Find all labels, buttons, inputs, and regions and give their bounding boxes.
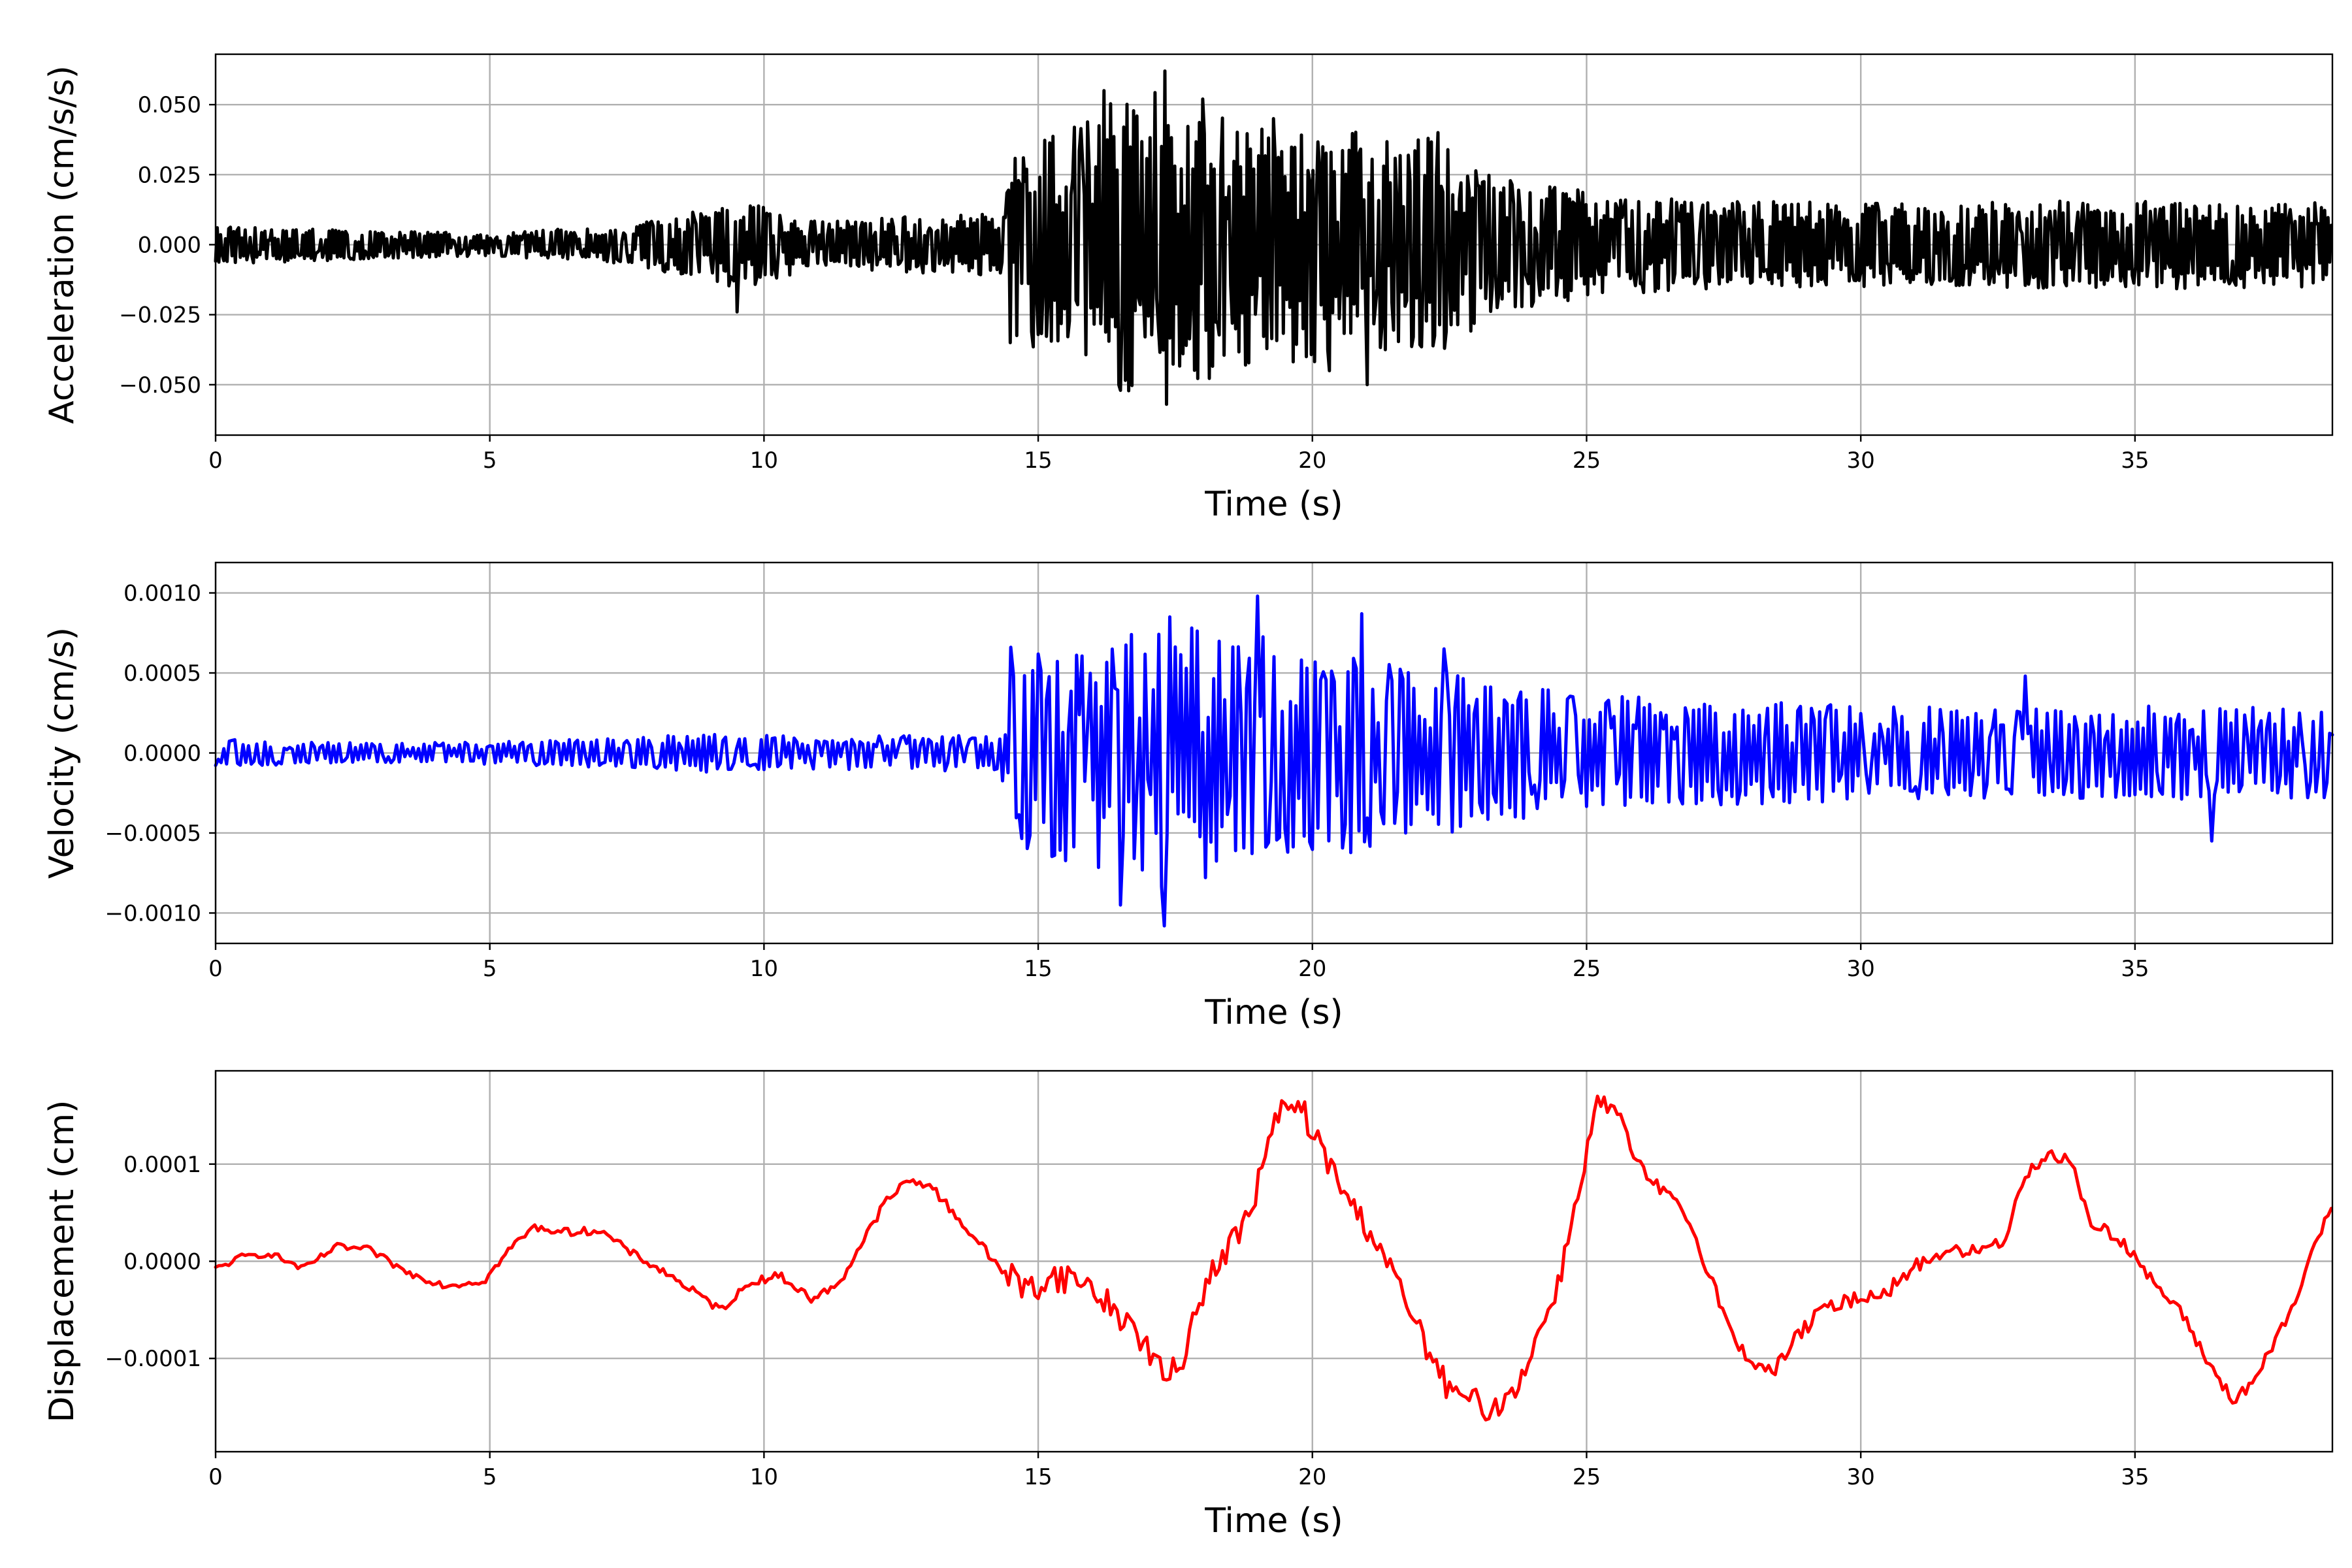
- displacement-panel: 0 5 10 15 20 25 30 35 −0.0001 0.0000 0.0001 Time (…: [42, 1070, 2334, 1541]
- acceleration-y-tick-label: −0.025: [119, 302, 201, 329]
- acceleration-y-tick-label: 0.050: [138, 92, 201, 118]
- displacement-x-tick-label: 5: [483, 1464, 497, 1490]
- velocity-ticks: 0 5 10 15 20 25 30 35 −0.0010 −0.0005 0.0000 0.0005…: [105, 581, 2149, 982]
- velocity-x-tick-label: 15: [1024, 956, 1052, 982]
- acceleration-y-axis-label: Acceleration (cm/s/s): [42, 65, 82, 424]
- velocity-x-tick-label: 10: [750, 956, 778, 982]
- velocity-y-axis-label: Velocity (cm/s): [42, 627, 82, 879]
- velocity-series-line: [214, 594, 2334, 928]
- displacement-grid: [214, 1071, 2332, 1452]
- acceleration-series-line: [214, 69, 2333, 406]
- acceleration-x-tick-label: 35: [2121, 448, 2149, 474]
- displacement-ticks: 0 5 10 15 20 25 30 35 −0.0001 0.0000 0.0001: [105, 1152, 2149, 1490]
- velocity-y-tick-label: 0.0005: [123, 661, 201, 687]
- velocity-x-tick-label: 5: [483, 956, 497, 982]
- velocity-x-axis-label: Time (s): [1204, 993, 1343, 1032]
- velocity-y-tick-label: 0.0000: [123, 741, 201, 767]
- acceleration-x-tick-label: 0: [208, 448, 223, 474]
- acceleration-y-tick-label: 0.000: [138, 233, 201, 259]
- acceleration-x-tick-label: 5: [483, 448, 497, 474]
- velocity-x-tick-label: 20: [1298, 956, 1326, 982]
- velocity-panel: 0 5 10 15 20 25 30 35 −0.0010 −0.0005 0.0000 0.0005…: [42, 561, 2334, 1032]
- displacement-x-tick-label: 25: [1573, 1464, 1601, 1490]
- displacement-series-line: [214, 1094, 2333, 1422]
- displacement-y-tick-label: 0.0000: [123, 1249, 201, 1275]
- acceleration-y-tick-label: −0.050: [119, 372, 201, 399]
- displacement-x-tick-label: 30: [1847, 1464, 1875, 1490]
- displacement-x-tick-label: 15: [1024, 1464, 1052, 1490]
- displacement-y-tick-label: −0.0001: [105, 1346, 201, 1372]
- acceleration-x-tick-label: 20: [1298, 448, 1326, 474]
- displacement-y-axis-label: Displacement (cm): [42, 1100, 82, 1423]
- displacement-y-tick-label: 0.0001: [123, 1152, 201, 1178]
- velocity-y-tick-label: −0.0005: [105, 821, 201, 847]
- displacement-x-tick-label: 35: [2121, 1464, 2149, 1490]
- velocity-x-tick-label: 0: [208, 956, 223, 982]
- velocity-y-tick-label: −0.0010: [105, 900, 201, 926]
- acceleration-ticks: 0 5 10 15 20 25 30 35 −0.050 −0.025 0.000 0.025 0.05…: [119, 92, 2149, 474]
- displacement-x-tick-label: 20: [1298, 1464, 1326, 1490]
- acceleration-x-tick-label: 30: [1847, 448, 1875, 474]
- acceleration-x-tick-label: 10: [750, 448, 778, 474]
- displacement-x-axis-label: Time (s): [1204, 1501, 1343, 1541]
- velocity-x-tick-label: 35: [2121, 956, 2149, 982]
- acceleration-x-tick-label: 25: [1573, 448, 1601, 474]
- velocity-x-tick-label: 25: [1573, 956, 1601, 982]
- acceleration-x-axis-label: Time (s): [1204, 485, 1343, 524]
- velocity-x-tick-label: 30: [1847, 956, 1875, 982]
- displacement-x-tick-label: 0: [208, 1464, 223, 1490]
- velocity-y-tick-label: 0.0010: [123, 581, 201, 607]
- acceleration-x-tick-label: 15: [1024, 448, 1052, 474]
- displacement-x-tick-label: 10: [750, 1464, 778, 1490]
- acceleration-panel: 0 5 10 15 20 25 30 35 −0.050 −0.025 0.000 0.025 0.05…: [42, 53, 2334, 524]
- acceleration-y-tick-label: 0.025: [138, 162, 201, 188]
